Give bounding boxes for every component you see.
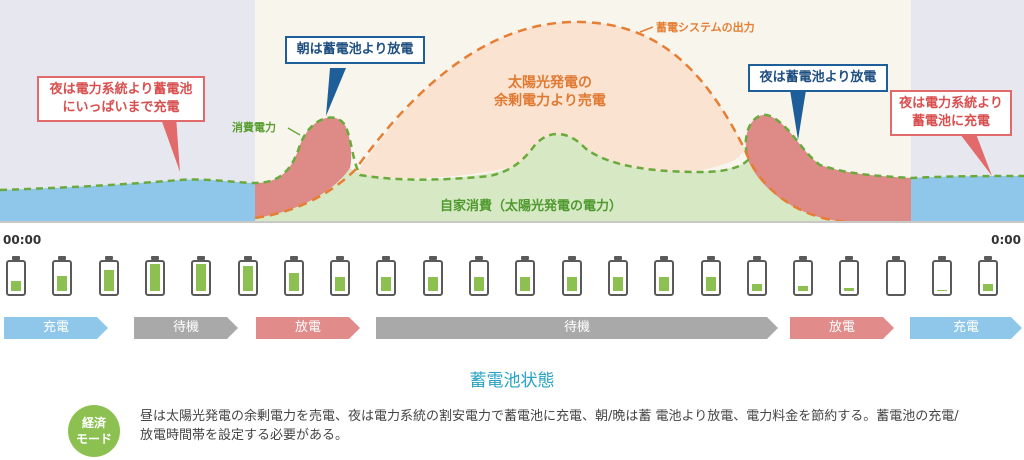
battery-row	[0, 256, 1024, 304]
callout-night-charge: 夜は電力系統より蓄電池に充電	[890, 90, 1012, 136]
mode-badge-line2: モード	[75, 432, 112, 446]
charge-area-right	[911, 176, 1024, 222]
consumption-label: 消費電力	[232, 121, 276, 134]
battery-icon	[515, 256, 535, 296]
system-output-leader	[639, 26, 654, 33]
battery-icon	[191, 256, 211, 296]
battery-icon	[886, 256, 906, 296]
discharge-area-morning	[255, 117, 352, 218]
battery-icon	[654, 256, 674, 296]
battery-icon	[238, 256, 258, 296]
battery-icon	[330, 256, 350, 296]
callout-pointer-morning	[326, 68, 346, 116]
phase-arrow: 放電	[790, 317, 894, 339]
battery-icon	[562, 256, 582, 296]
battery-icon	[52, 256, 72, 296]
phase-arrow: 充電	[4, 317, 108, 339]
callout-pointer-night-left	[160, 116, 180, 172]
battery-icon	[747, 256, 767, 296]
section-title: 蓄電池状態	[469, 371, 555, 391]
system-output-label: 蓄電システムの出力	[656, 21, 755, 34]
battery-icon	[608, 256, 628, 296]
battery-icon	[99, 256, 119, 296]
charge-area-left	[0, 179, 255, 222]
surplus-label-line1: 太陽光発電の	[508, 75, 592, 91]
battery-icon	[839, 256, 859, 296]
time-start-label: 00:00	[3, 233, 42, 247]
phase-arrow: 充電	[910, 317, 1022, 339]
power-flow-diagram	[0, 0, 1024, 224]
mode-badge-line1: 経済	[81, 416, 106, 430]
battery-icon	[6, 256, 26, 296]
battery-icon	[932, 256, 952, 296]
callout-night-discharge: 夜は蓄電池より放電	[748, 64, 888, 92]
battery-icon	[701, 256, 721, 296]
callout-pointer-night-right	[960, 134, 992, 176]
phase-arrow: 待機	[134, 317, 238, 339]
battery-icon	[145, 256, 165, 296]
mode-badge: 経済 モード	[68, 405, 120, 457]
battery-icon	[423, 256, 443, 296]
surplus-area	[355, 21, 745, 179]
callout-pointer-evening	[790, 90, 806, 140]
callout-night-charge-full: 夜は電力系統より蓄電池にいっぱいまで充電	[37, 76, 205, 122]
battery-icon	[284, 256, 304, 296]
battery-icon	[469, 256, 489, 296]
battery-icon	[978, 256, 998, 296]
self-consumption-area	[255, 134, 850, 222]
self-consumption-label: 自家消費（太陽光発電の電力）	[440, 199, 623, 214]
battery-icon	[793, 256, 813, 296]
mode-description: 昼は太陽光発電の余剰電力を売電、夜は電力系統の割安電力で蓄電池に充電、朝/晩は蓄…	[140, 409, 959, 443]
consumption-line	[0, 113, 1024, 192]
time-end-label: 0:00	[991, 233, 1021, 247]
consumption-label-leader	[287, 127, 301, 136]
battery-icon	[376, 256, 396, 296]
surplus-label-line2: 余剰電力より売電	[494, 93, 606, 109]
callout-morning-discharge: 朝は蓄電池より放電	[285, 36, 425, 64]
phase-arrow: 放電	[256, 317, 360, 339]
system-output-line	[254, 20, 851, 224]
phase-arrow: 待機	[376, 317, 778, 339]
